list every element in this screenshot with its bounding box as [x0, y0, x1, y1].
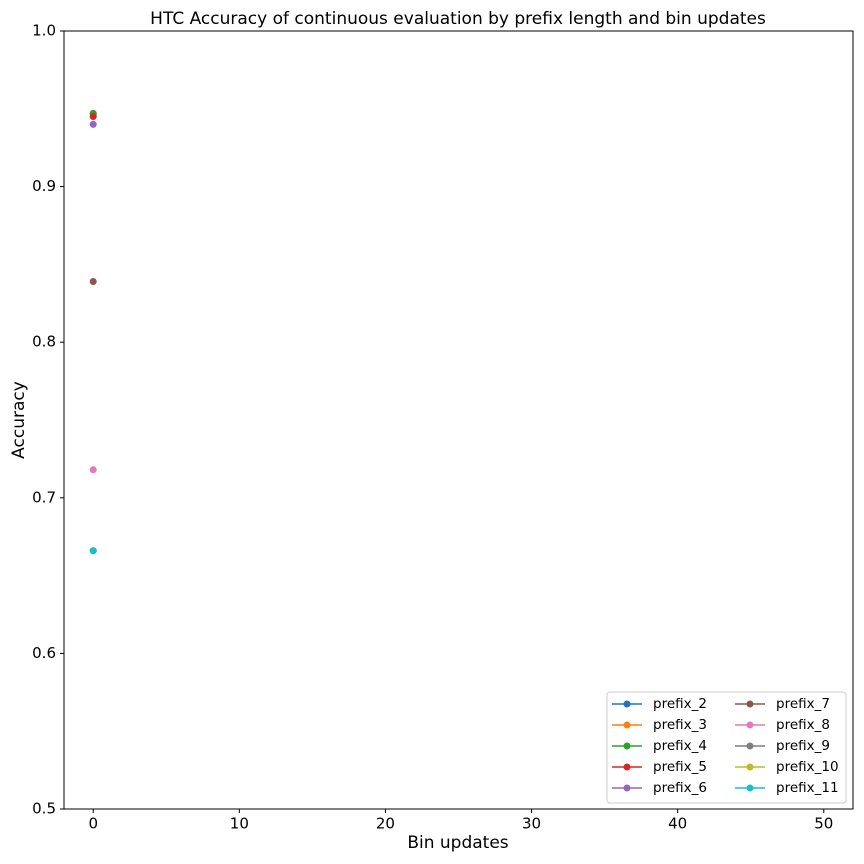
x-axis-label: Bin updates: [407, 833, 508, 853]
legend-label: prefix_11: [776, 780, 839, 796]
legend-marker: [746, 784, 754, 792]
plot-frame: [63, 30, 854, 810]
legend-label: prefix_9: [776, 738, 830, 754]
legend-marker: [623, 742, 631, 750]
y-tick-label: 0.9: [32, 177, 56, 195]
legend-box: [606, 691, 847, 804]
data-point: [89, 466, 97, 474]
legend-label: prefix_2: [653, 696, 707, 712]
y-axis-label: Accuracy: [9, 381, 29, 459]
legend-label: prefix_8: [776, 717, 830, 733]
y-tick-label: 0.6: [32, 644, 56, 662]
legend-marker: [746, 700, 754, 708]
y-tick-label: 1.0: [32, 22, 56, 40]
x-tick-label: 40: [668, 815, 687, 833]
legend-label: prefix_7: [776, 696, 830, 712]
x-tick-label: 10: [230, 815, 249, 833]
legend-marker: [746, 763, 754, 771]
legend-label: prefix_10: [776, 759, 839, 775]
legend-marker: [623, 700, 631, 708]
data-point: [89, 278, 97, 286]
y-tick-label: 0.8: [32, 333, 56, 351]
x-tick-label: 0: [88, 815, 98, 833]
legend-label: prefix_4: [653, 738, 707, 754]
legend-marker: [623, 721, 631, 729]
legend-marker: [623, 763, 631, 771]
legend-marker: [746, 721, 754, 729]
data-point: [89, 547, 97, 555]
data-point: [89, 113, 97, 121]
y-tick-label: 0.5: [32, 800, 56, 818]
legend-label: prefix_5: [653, 759, 707, 775]
x-tick-label: 50: [814, 815, 833, 833]
chart-title: HTC Accuracy of continuous evaluation by…: [150, 9, 766, 29]
legend-marker: [746, 742, 754, 750]
data-point: [89, 120, 97, 128]
x-tick-label: 30: [522, 815, 541, 833]
x-tick-label: 20: [376, 815, 395, 833]
legend-label: prefix_3: [653, 717, 707, 733]
legend-marker: [623, 784, 631, 792]
y-tick-label: 0.7: [32, 488, 56, 506]
legend-label: prefix_6: [653, 780, 707, 796]
legend: prefix_2 prefix_3 prefix_4 prefix_5 prefix_6…: [606, 691, 847, 804]
